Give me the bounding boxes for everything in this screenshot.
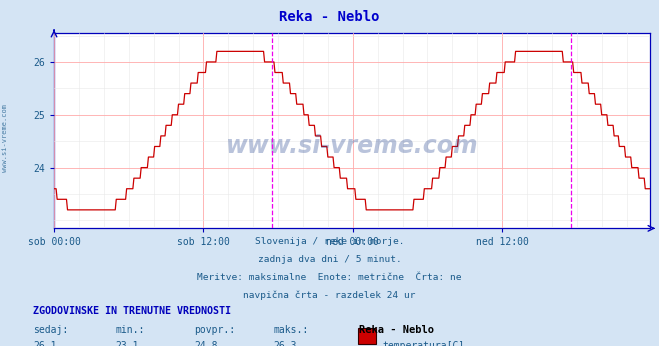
Text: www.si-vreme.com: www.si-vreme.com — [226, 134, 478, 158]
Text: www.si-vreme.com: www.si-vreme.com — [2, 104, 9, 172]
Text: maks.:: maks.: — [273, 325, 308, 335]
Text: ZGODOVINSKE IN TRENUTNE VREDNOSTI: ZGODOVINSKE IN TRENUTNE VREDNOSTI — [33, 306, 231, 316]
Text: 24,8: 24,8 — [194, 341, 218, 346]
Text: Reka - Neblo: Reka - Neblo — [279, 10, 380, 24]
Text: Meritve: maksimalne  Enote: metrične  Črta: ne: Meritve: maksimalne Enote: metrične Črta… — [197, 273, 462, 282]
Text: temperatura[C]: temperatura[C] — [382, 341, 465, 346]
Text: zadnja dva dni / 5 minut.: zadnja dva dni / 5 minut. — [258, 255, 401, 264]
Text: Reka - Neblo: Reka - Neblo — [359, 325, 434, 335]
Text: Slovenija / reke in morje.: Slovenija / reke in morje. — [255, 237, 404, 246]
Text: navpična črta - razdelek 24 ur: navpična črta - razdelek 24 ur — [243, 291, 416, 300]
Text: 23,1: 23,1 — [115, 341, 139, 346]
Text: 26,3: 26,3 — [273, 341, 297, 346]
Text: povpr.:: povpr.: — [194, 325, 235, 335]
Text: sedaj:: sedaj: — [33, 325, 68, 335]
Text: 26,1: 26,1 — [33, 341, 57, 346]
Text: min.:: min.: — [115, 325, 145, 335]
